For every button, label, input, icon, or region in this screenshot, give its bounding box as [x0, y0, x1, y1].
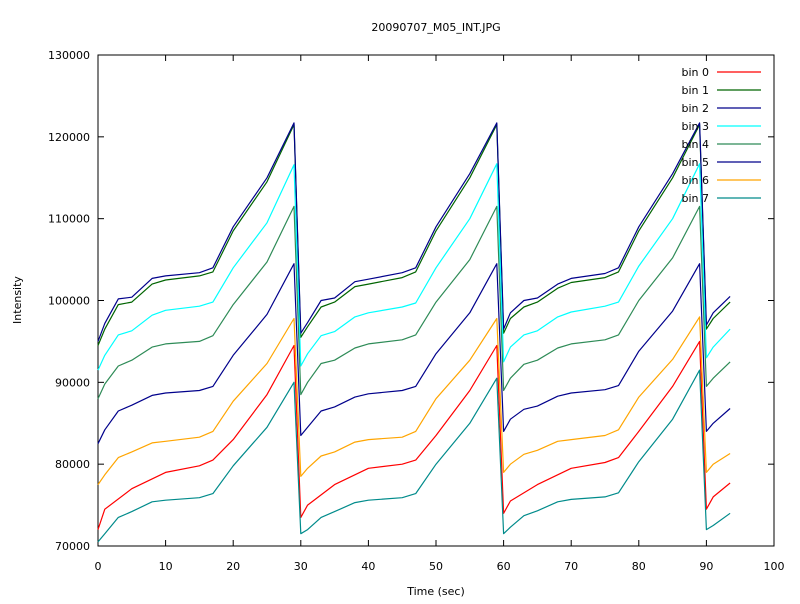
x-tick-label: 30: [294, 560, 308, 573]
x-tick-label: 80: [632, 560, 646, 573]
x-tick-label: 70: [564, 560, 578, 573]
x-tick-label: 0: [95, 560, 102, 573]
legend-label: bin 3: [681, 120, 709, 133]
series-line-bin-2: [97, 122, 731, 342]
x-tick-label: 10: [159, 560, 173, 573]
series-line-bin-4: [97, 205, 731, 399]
x-tick-label: 100: [764, 560, 785, 573]
legend-label: bin 5: [681, 156, 709, 169]
legend-label: bin 2: [681, 102, 709, 115]
y-tick-label: 90000: [55, 376, 90, 389]
series-line-bin-0: [97, 340, 731, 530]
legend-label: bin 1: [681, 84, 709, 97]
series-line-bin-5: [97, 263, 731, 444]
y-tick-label: 130000: [48, 49, 90, 62]
x-tick-label: 50: [429, 560, 443, 573]
x-tick-label: 40: [361, 560, 375, 573]
y-tick-label: 70000: [55, 540, 90, 553]
y-tick-label: 120000: [48, 131, 90, 144]
series-line-bin-3: [97, 163, 731, 371]
x-tick-label: 20: [226, 560, 240, 573]
y-axis-label: Intensity: [11, 276, 24, 324]
x-tick-label: 90: [699, 560, 713, 573]
chart-title: 20090707_M05_INT.JPG: [371, 21, 500, 34]
plot-frame: [97, 54, 775, 547]
series-line-bin-1: [97, 124, 731, 346]
series-line-bin-6: [97, 316, 731, 485]
series-line-bin-7: [97, 369, 731, 543]
legend-label: bin 4: [681, 138, 709, 151]
y-tick-label: 80000: [55, 458, 90, 471]
x-tick-label: 60: [497, 560, 511, 573]
x-axis-label: Time (sec): [406, 585, 465, 598]
legend-label: bin 0: [681, 66, 709, 79]
y-tick-label: 110000: [48, 213, 90, 226]
y-tick-label: 100000: [48, 295, 90, 308]
legend-label: bin 6: [681, 174, 709, 187]
legend-label: bin 7: [681, 192, 709, 205]
